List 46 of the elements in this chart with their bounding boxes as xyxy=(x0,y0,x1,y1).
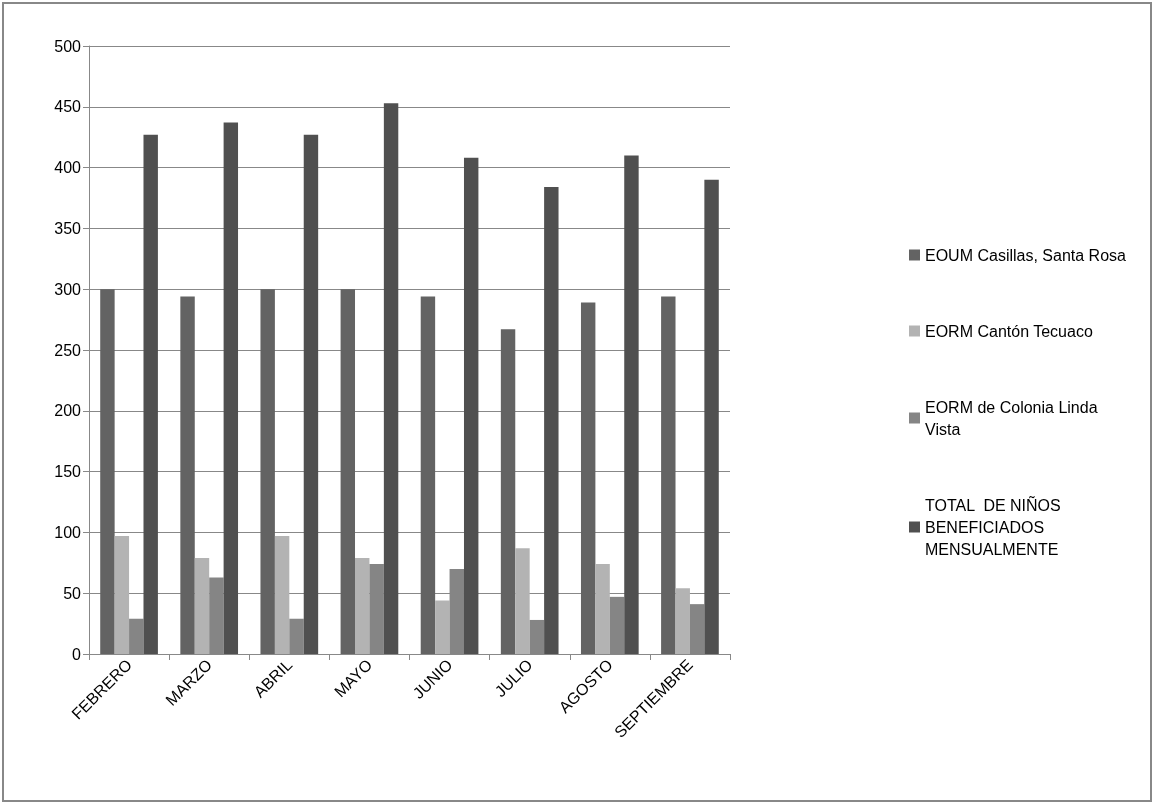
y-tick-label: 400 xyxy=(54,159,82,177)
bar xyxy=(194,557,210,654)
bar xyxy=(420,296,436,654)
legend-label: TOTAL DE NIÑOS BENEFICIADOS MENSUALMENTE xyxy=(925,494,1066,558)
bar xyxy=(100,289,115,654)
bar xyxy=(223,122,239,654)
y-tick-label: 50 xyxy=(63,584,82,602)
bar xyxy=(435,600,450,654)
bar xyxy=(580,302,596,654)
y-tick-label: 0 xyxy=(72,645,82,663)
bar xyxy=(463,157,479,654)
bar xyxy=(129,618,144,654)
bar xyxy=(704,179,719,654)
bar xyxy=(114,536,130,654)
bar xyxy=(515,548,530,654)
bar xyxy=(595,564,610,654)
bar xyxy=(355,557,370,654)
y-tick-label: 100 xyxy=(54,523,82,541)
bar xyxy=(544,187,559,654)
bar xyxy=(180,296,195,654)
bar xyxy=(675,588,690,654)
bar xyxy=(303,134,319,654)
y-tick-label: 300 xyxy=(54,280,82,298)
legend-label: EORM de Colonia Linda Vista xyxy=(925,398,1102,438)
bar xyxy=(529,619,545,654)
y-tick-label: 200 xyxy=(54,402,82,420)
y-tick-label: 450 xyxy=(54,98,82,116)
bar xyxy=(143,134,158,654)
bar xyxy=(609,596,625,654)
bar xyxy=(624,155,639,654)
bar xyxy=(383,103,399,654)
legend-label: EORM Cantón Tecuaco xyxy=(925,322,1093,340)
bar xyxy=(274,536,290,654)
y-tick-label: 500 xyxy=(54,37,82,55)
bar xyxy=(500,329,516,654)
legend-label: EOUM Casillas, Santa Rosa xyxy=(925,246,1127,264)
y-tick-label: 350 xyxy=(54,219,82,237)
bar xyxy=(369,564,384,654)
bar xyxy=(289,618,304,654)
y-tick-label: 150 xyxy=(54,463,82,481)
bar xyxy=(260,289,275,654)
bar xyxy=(689,604,705,654)
y-tick-label: 250 xyxy=(54,341,82,359)
bar xyxy=(209,577,224,654)
bar xyxy=(340,289,356,654)
bar xyxy=(661,296,676,654)
